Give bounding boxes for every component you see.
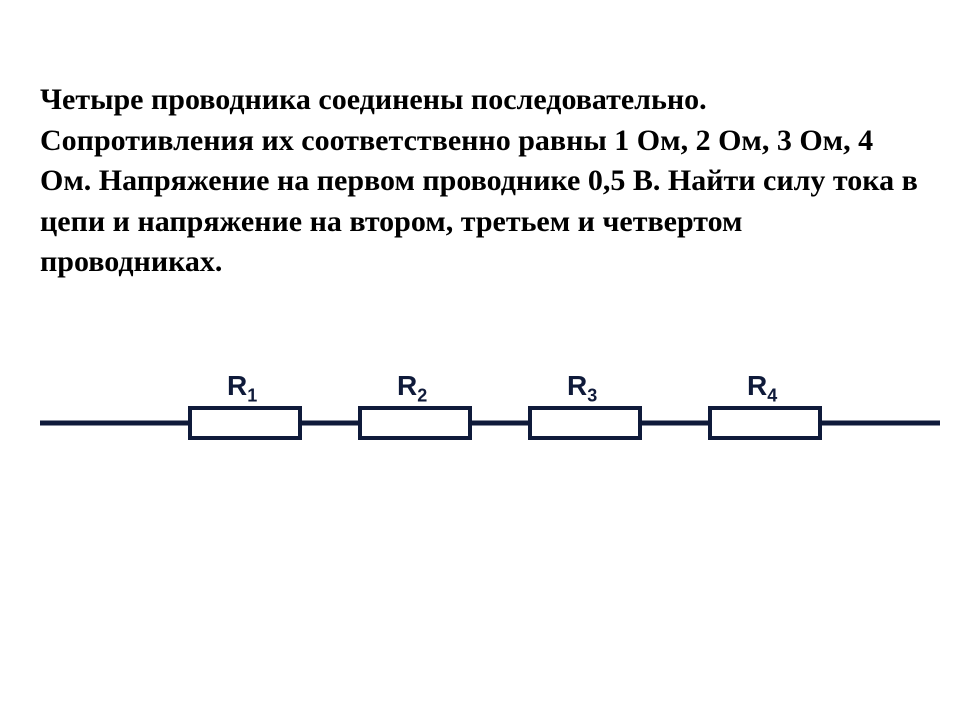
series-circuit-diagram: R1 R2 R3 R4 — [40, 343, 940, 463]
resistor-label-r3: R3 — [567, 370, 597, 407]
problem-statement: Четыре проводника соединены последовател… — [40, 80, 920, 283]
resistor-label-r4: R4 — [747, 370, 777, 407]
circuit-svg — [40, 343, 940, 463]
resistor-label-r1: R1 — [227, 370, 257, 407]
resistor-label-r2: R2 — [397, 370, 427, 407]
